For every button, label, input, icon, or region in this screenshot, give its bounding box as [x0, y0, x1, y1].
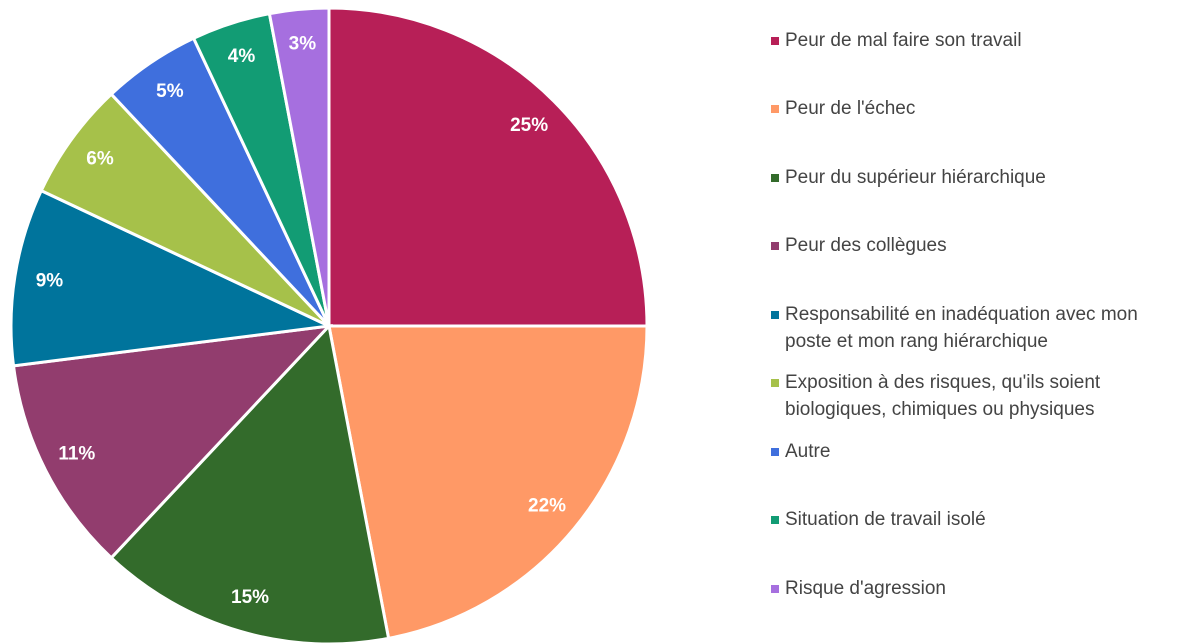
- data-label: 4%: [228, 46, 256, 67]
- data-label: 25%: [510, 115, 548, 136]
- legend-swatch: [771, 242, 779, 250]
- legend-item: Responsabilité en inadéquation avec mon …: [771, 301, 1185, 355]
- pie-slice: [267, 6, 331, 327]
- pie-slice: [327, 6, 649, 328]
- data-label: 9%: [36, 271, 64, 292]
- legend-label: Exposition à des risques, qu'ils soient …: [785, 372, 1101, 420]
- legend-label: Responsabilité en inadéquation avec mon …: [785, 303, 1138, 352]
- pie-slice: [327, 324, 649, 641]
- pie-chart: 25% 22% 15% 11% 9% 6% 5% 4% 3%: [9, 6, 649, 643]
- legend-item: Exposition à des risques, qu'ils soient …: [771, 369, 1185, 423]
- legend-swatch: [771, 584, 779, 593]
- data-label: 5%: [156, 81, 184, 102]
- legend-item: Situation de travail isolé: [771, 506, 1185, 533]
- data-label: 15%: [231, 587, 269, 608]
- legend-swatch: [771, 36, 779, 45]
- legend-swatch: [771, 173, 779, 182]
- legend-item: Risque d'agression: [771, 575, 1185, 602]
- pie-slice: [9, 188, 335, 368]
- data-label: 22%: [528, 495, 566, 516]
- legend-label: Peur de mal faire son travail: [785, 29, 1022, 51]
- legend-label: Risque d'agression: [785, 577, 946, 599]
- legend-swatch: [771, 447, 779, 456]
- data-label: 6%: [86, 149, 114, 170]
- legend-swatch: [771, 379, 779, 387]
- pie-slice: [39, 92, 331, 328]
- legend-item: Peur du supérieur hiérarchique: [771, 164, 1185, 191]
- legend-label: Peur du supérieur hiérarchique: [785, 166, 1046, 188]
- legend-swatch: [771, 105, 779, 113]
- legend-item: Autre: [771, 438, 1185, 465]
- legend-item: Peur des collègues: [771, 232, 1185, 259]
- legend-label: Peur de l'échec: [785, 98, 916, 119]
- legend-item: Peur de l'échec: [771, 95, 1185, 122]
- legend-swatch: [771, 516, 779, 524]
- legend-label: Peur des collègues: [785, 235, 947, 256]
- pie-slice: [11, 323, 333, 560]
- legend-swatch: [771, 310, 779, 319]
- data-label: 3%: [289, 33, 317, 54]
- legend-label: Autre: [785, 440, 831, 462]
- data-label: 11%: [58, 444, 95, 465]
- legend-item: Peur de mal faire son travail: [771, 27, 1185, 54]
- legend-label: Situation de travail isolé: [785, 509, 986, 530]
